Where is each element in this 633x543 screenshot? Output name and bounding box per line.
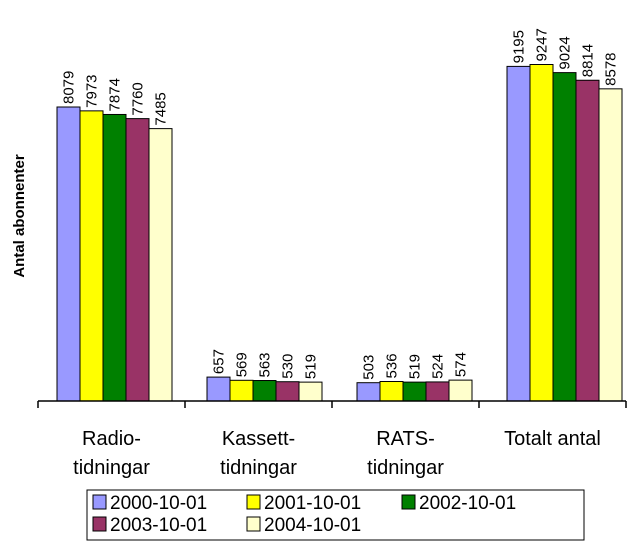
bar-0-0 xyxy=(56,106,81,402)
x-tick-label: Totalt antal xyxy=(504,428,601,450)
legend-swatch xyxy=(246,516,261,532)
bar-3-1 xyxy=(529,64,554,402)
bar-0-3 xyxy=(125,118,150,402)
bar-2-3 xyxy=(425,381,450,402)
bar-1-0 xyxy=(206,376,231,402)
bar-0-4 xyxy=(148,128,173,402)
legend-item-label: 2001-10-01 xyxy=(264,493,361,514)
x-axis: Radio-tidningar Kassett-tidningar RATS-tid… xyxy=(37,400,627,479)
bar-1-2 xyxy=(252,380,277,402)
bar-3-2 xyxy=(552,72,577,402)
bars-group: 8079 7973 7874 7760 7485 657 569 563 530 519 503 53… xyxy=(56,28,623,402)
data-label: 503 xyxy=(361,355,378,380)
bar-1-3 xyxy=(275,381,300,402)
bar-0-2 xyxy=(102,113,127,402)
data-label: 563 xyxy=(257,352,274,377)
data-label: 657 xyxy=(211,349,228,374)
bar-2-2 xyxy=(402,381,427,402)
legend-swatch xyxy=(246,494,261,510)
data-label: 8814 xyxy=(580,44,597,77)
data-label: 519 xyxy=(303,354,320,379)
data-label: 8578 xyxy=(603,52,620,85)
legend: 2000-10-01 2001-10-01 2002-10-01 2003-10-01… xyxy=(86,489,585,541)
data-label: 574 xyxy=(453,352,470,377)
legend-item-label: 2004-10-01 xyxy=(264,515,361,536)
y-axis-label: Antal abonnenter xyxy=(11,154,28,278)
bar-2-1 xyxy=(379,380,404,402)
bar-3-4 xyxy=(598,88,623,402)
bar-3-0 xyxy=(506,65,531,402)
legend-box xyxy=(86,489,585,541)
data-label: 536 xyxy=(384,353,401,378)
bar-2-4 xyxy=(448,379,473,402)
data-label: 524 xyxy=(430,354,447,379)
data-label: 9247 xyxy=(534,28,551,61)
legend-item-label: 2003-10-01 xyxy=(110,515,207,536)
x-tick-label: Radio-tidningar xyxy=(73,428,150,479)
data-label: 8079 xyxy=(61,71,78,104)
bar-1-4 xyxy=(298,381,323,402)
legend-item-label: 2002-10-01 xyxy=(419,493,516,514)
data-label: 9195 xyxy=(511,30,528,63)
data-label: 7874 xyxy=(107,78,124,111)
legend-swatch xyxy=(401,494,416,510)
data-label: 7973 xyxy=(84,74,101,107)
data-label: 7485 xyxy=(153,92,170,125)
legend-swatch xyxy=(92,516,107,532)
legend-swatch xyxy=(92,494,107,510)
x-tick-label: Kassett-tidningar xyxy=(220,428,297,479)
data-label: 530 xyxy=(280,354,297,379)
bar-2-0 xyxy=(356,382,381,402)
bar-0-1 xyxy=(79,110,104,402)
bar-1-1 xyxy=(229,379,254,402)
x-tick-label: RATS-tidningar xyxy=(367,428,444,479)
data-label: 569 xyxy=(234,352,251,377)
data-label: 519 xyxy=(407,354,424,379)
bar-3-3 xyxy=(575,79,600,402)
data-label: 7760 xyxy=(130,82,147,115)
data-label: 9024 xyxy=(557,36,574,69)
legend-item-label: 2000-10-01 xyxy=(110,493,207,514)
